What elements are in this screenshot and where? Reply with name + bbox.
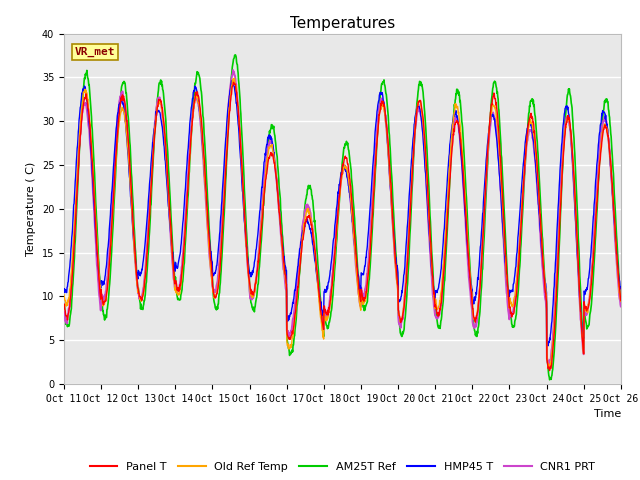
Text: VR_met: VR_met (75, 47, 116, 57)
Legend: Panel T, Old Ref Temp, AM25T Ref, HMP45 T, CNR1 PRT: Panel T, Old Ref Temp, AM25T Ref, HMP45 … (85, 457, 600, 477)
X-axis label: Time: Time (593, 409, 621, 419)
Title: Temperatures: Temperatures (290, 16, 395, 31)
Y-axis label: Temperature ( C): Temperature ( C) (26, 162, 36, 256)
